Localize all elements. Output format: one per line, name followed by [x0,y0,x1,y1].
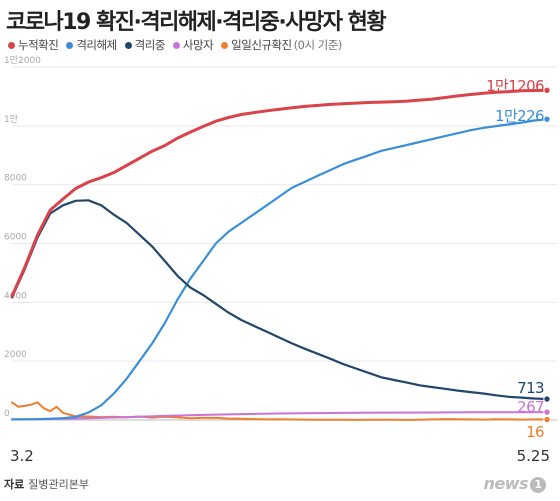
logo-text: news [483,474,528,493]
series-end-label: 1만1206 [486,77,544,95]
series-line-2 [10,199,549,401]
legend-item-daily-new: 일일신규확진 (0시 기준) [221,37,342,53]
series-line-3 [11,411,548,421]
series-end-label: 713 [517,379,544,397]
legend-note: (0시 기준) [293,38,343,52]
series-line-4 [11,401,548,421]
legend-dot-icon [66,41,74,49]
series-end-point [543,408,551,416]
y-tick-label: 0 [4,409,10,419]
x-tick-label-end: 5.25 [517,447,550,465]
source-value: 질병관리본부 [28,478,89,491]
series-end-point [543,115,551,123]
legend-dot-icon [8,41,15,49]
series-end-point [543,395,551,403]
y-tick-label: 1만 [4,114,18,125]
legend-dot-icon [172,41,180,49]
legend-dot-icon [221,41,229,49]
y-tick-label: 4000 [4,291,27,301]
source-label: 자료 [4,478,25,491]
legend-label: 격리중 [134,38,166,52]
series-end-point [543,86,551,95]
legend-item-confirmed: 누적확진 [8,37,59,53]
legend-label: 일일신규확진 [231,38,292,52]
legend-item-released: 격리해제 [66,37,117,53]
legend-label: 격리해제 [76,38,117,52]
series-end-label: 16 [526,423,544,441]
series-end-point [543,415,551,424]
legend-item-isolated: 격리중 [124,37,166,53]
y-tick-label: 1만2000 [4,55,41,66]
legend: 누적확진 격리해제 격리중 사망자 일일신규확진 (0시 기준) [8,37,350,53]
series-line-1 [10,118,549,421]
legend-label: 누적확진 [18,38,59,52]
legend-item-deaths: 사망자 [172,37,214,53]
y-tick-label: 2000 [4,350,27,360]
y-tick-label: 6000 [4,233,27,243]
x-tick-label-start: 3.2 [10,447,34,465]
legend-dot-icon [124,41,132,49]
y-tick-label: 8000 [4,174,27,184]
source-credit: 자료 질병관리본부 [4,476,89,492]
series-end-label: 1만226 [495,107,544,125]
news1-logo: news 1 [483,474,546,493]
series-end-label: 267 [517,398,544,416]
chart-title: 코로나19 확진·격리해제·격리중·사망자 현황 [6,10,387,35]
logo-badge: 1 [530,477,546,493]
series-line-0 [10,88,549,298]
legend-label: 사망자 [182,38,214,52]
